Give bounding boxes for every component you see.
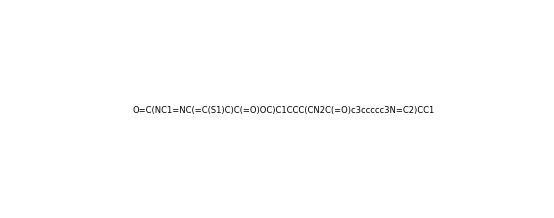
Text: O=C(NC1=NC(=C(S1)C)C(=O)OC)C1CCC(CN2C(=O)c3ccccc3N=C2)CC1: O=C(NC1=NC(=C(S1)C)C(=O)OC)C1CCC(CN2C(=O… bbox=[133, 106, 435, 115]
